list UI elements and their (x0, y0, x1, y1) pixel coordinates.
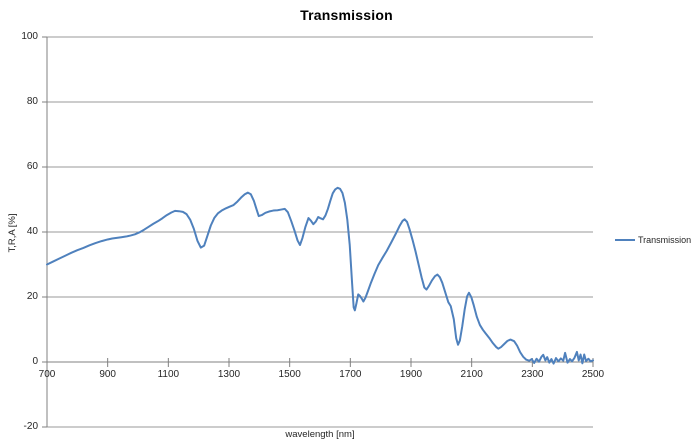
x-tick-label-1700: 1700 (339, 369, 362, 380)
y-tick-label-100: 100 (21, 31, 38, 42)
x-tick-label-2300: 2300 (521, 369, 544, 380)
y-tick-label-60: 60 (26, 161, 38, 172)
x-tick-label-1900: 1900 (399, 369, 423, 380)
series-line-transmission (46, 186, 594, 365)
x-tick-label-1500: 1500 (278, 369, 301, 380)
legend: Transmission (615, 233, 691, 247)
legend-label: Transmission (638, 235, 692, 245)
y-tick-label-80: 80 (26, 96, 38, 107)
x-tick-label-2500: 2500 (581, 369, 605, 380)
x-tick-label-1100: 1100 (157, 369, 180, 380)
y-tick-label-40: 40 (26, 226, 38, 237)
legend-line-sample (615, 239, 635, 241)
plot-area (42, 36, 594, 428)
x-tick-label-900: 900 (99, 369, 116, 380)
x-tick-label-1300: 1300 (217, 369, 241, 380)
x-tick-label-700: 700 (38, 369, 56, 380)
y-tick-label-20: 20 (26, 291, 38, 302)
y-tick-label--20: -20 (23, 421, 38, 432)
y-tick-label-0: 0 (32, 356, 38, 367)
chart-title: Transmission (300, 7, 393, 23)
x-axis-title: wavelength [nm] (285, 429, 355, 440)
x-tick-label-2100: 2100 (460, 369, 483, 380)
